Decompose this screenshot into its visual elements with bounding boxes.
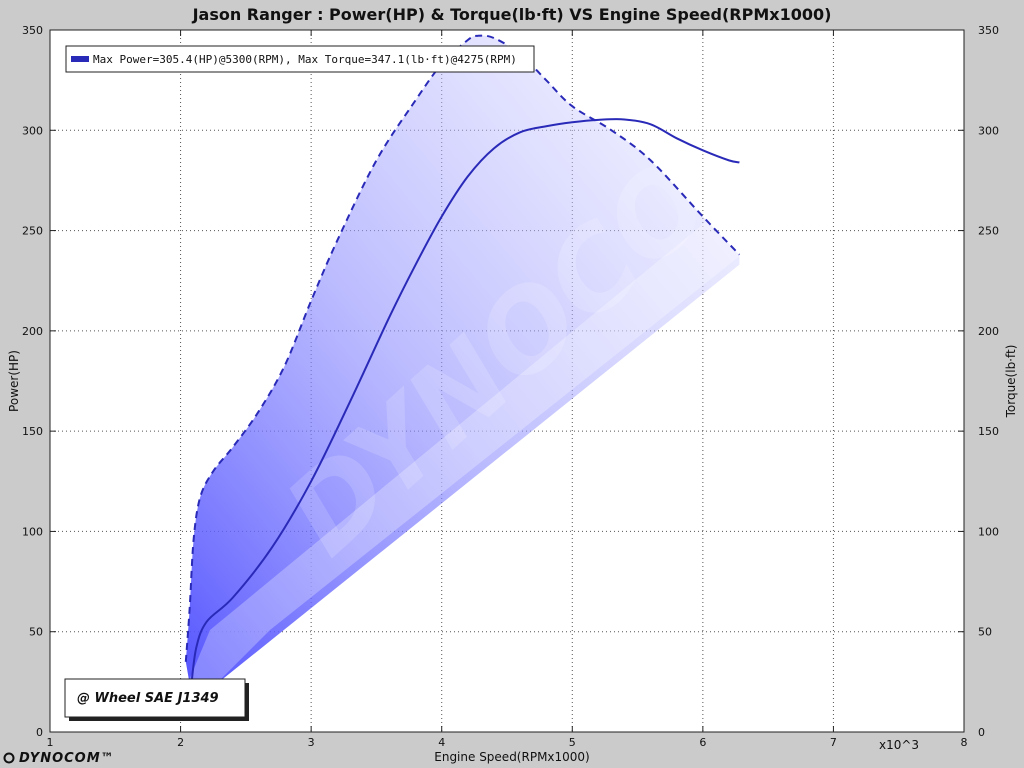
y-tick-label: 350 xyxy=(22,24,43,37)
y2-tick-label: 250 xyxy=(978,225,999,238)
y-tick-label: 150 xyxy=(22,425,43,438)
x-tick-label: 3 xyxy=(308,736,315,749)
x-tick-label: 6 xyxy=(699,736,706,749)
y-tick-label: 200 xyxy=(22,325,43,338)
x-tick-label: 4 xyxy=(438,736,445,749)
x-axis-label: Engine Speed(RPMx1000) xyxy=(434,750,590,764)
x-tick-label: 7 xyxy=(830,736,837,749)
chart-title: Jason Ranger : Power(HP) & Torque(lb·ft)… xyxy=(192,5,832,24)
y-tick-label: 50 xyxy=(29,626,43,639)
logo-text: DYNOCOM™ xyxy=(19,751,115,766)
power-series-line xyxy=(190,118,740,689)
y-tick-label: 0 xyxy=(36,726,43,739)
x-tick-label: 1 xyxy=(47,736,54,749)
legend: Max Power=305.4(HP)@5300(RPM), Max Torqu… xyxy=(65,45,535,73)
legend-swatch xyxy=(71,56,89,62)
torque-series-line xyxy=(184,34,741,662)
badge-text: @ Wheel SAE J1349 xyxy=(77,691,219,706)
x-multiplier-label: x10^3 xyxy=(879,738,919,752)
axis-ticks: 1 2 3 4 5 6 7 805010015020025030035005010015020… xyxy=(22,24,999,749)
y2-tick-label: 50 xyxy=(978,626,992,639)
logo-mark-icon xyxy=(3,752,15,764)
y-tick-label: 300 xyxy=(22,124,43,137)
dynocom-logo: DYNOCOM™ xyxy=(3,751,115,766)
x-tick-label: 5 xyxy=(569,736,576,749)
y2-tick-label: 0 xyxy=(978,726,985,739)
y-axis-label-left: Power(HP) xyxy=(7,350,21,412)
y-tick-label: 100 xyxy=(22,525,43,538)
watermark-band xyxy=(185,210,760,700)
y-tick-label: 250 xyxy=(22,225,43,238)
y-axis-label-right: Torque(lb·ft) xyxy=(1004,345,1018,419)
y2-tick-label: 200 xyxy=(978,325,999,338)
power-torque-fill-area xyxy=(185,35,740,692)
y2-tick-label: 300 xyxy=(978,124,999,137)
legend-entry: Max Power=305.4(HP)@5300(RPM), Max Torqu… xyxy=(93,53,517,66)
y2-tick-label: 350 xyxy=(978,24,999,37)
plot-border xyxy=(49,29,965,733)
y2-tick-label: 150 xyxy=(978,425,999,438)
badge: @ Wheel SAE J1349 xyxy=(64,678,249,721)
x-tick-label: 2 xyxy=(177,736,184,749)
badge-box xyxy=(64,678,246,718)
legend-box xyxy=(65,45,535,73)
x-tick-label: 8 xyxy=(961,736,968,749)
y2-tick-label: 100 xyxy=(978,525,999,538)
